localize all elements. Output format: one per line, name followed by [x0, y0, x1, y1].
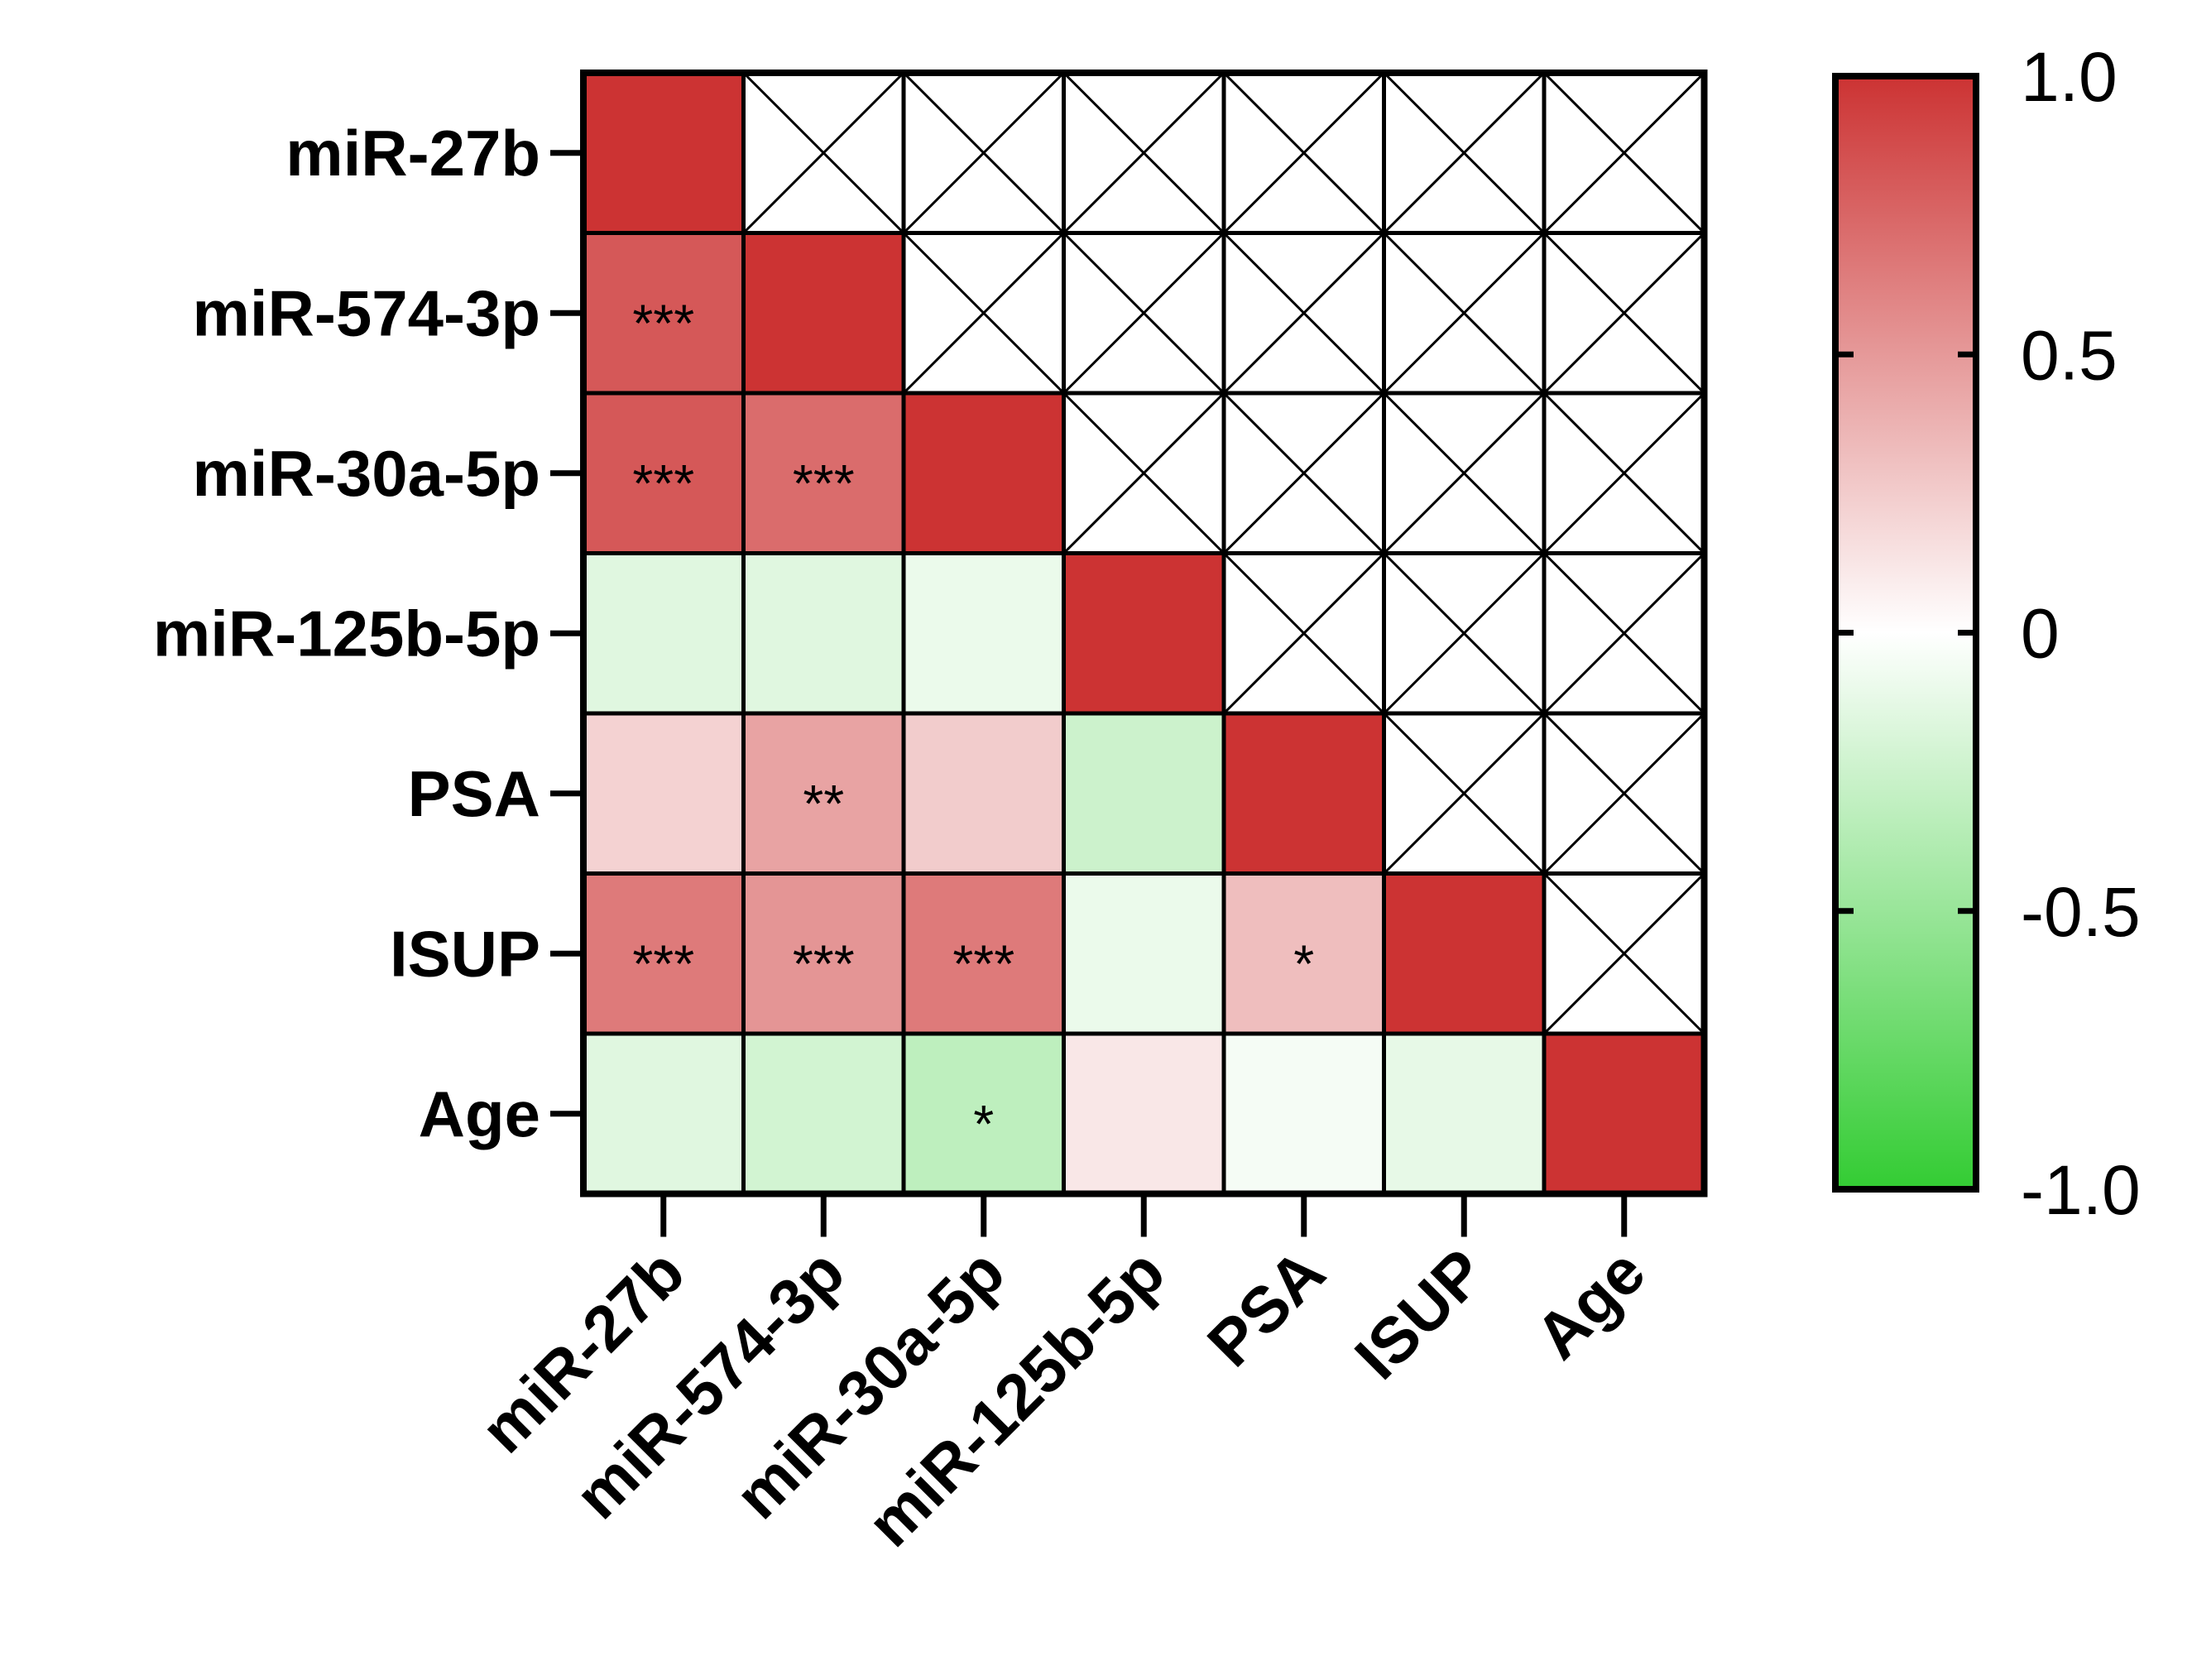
cell-mir-30a-5p-psa-cross-b	[1222, 391, 1385, 554]
cell-psa-mir-574-3p-significance: **	[803, 774, 844, 833]
col-label-psa: PSA	[1193, 1235, 1339, 1380]
cell-age-mir-30a-5p-significance: *	[973, 1094, 994, 1154]
cell-mir-27b-mir-125b-5p-cross-b	[1062, 71, 1226, 234]
cell-mir-574-3p-mir-27b	[583, 233, 744, 393]
cell-mir-574-3p-psa-cross-b	[1222, 232, 1385, 395]
cell-mir-30a-5p-isup-cross-b	[1383, 391, 1546, 554]
col-label-isup: ISUP	[1341, 1235, 1499, 1393]
cell-mir-30a-5p-mir-27b	[583, 393, 744, 554]
cell-mir-125b-5p-mir-574-3p	[743, 553, 904, 713]
cell-mir-27b-isup-cross-b	[1383, 71, 1546, 234]
cell-isup-mir-30a-5p	[904, 873, 1064, 1034]
scale-label-4: -1.0	[2021, 1151, 2141, 1229]
cell-isup-mir-30a-5p-significance: ***	[952, 934, 1014, 993]
cell-mir-30a-5p-age-cross-b	[1542, 391, 1705, 554]
cell-mir-27b-mir-574-3p-cross-b	[742, 71, 905, 234]
cell-age-mir-30a-5p	[904, 1034, 1064, 1194]
scale-label-2: 0	[2021, 595, 2060, 673]
cell-mir-125b-5p-mir-125b-5p	[1063, 553, 1224, 713]
cell-mir-574-3p-isup-cross-b	[1383, 232, 1546, 395]
cell-age-psa	[1224, 1034, 1384, 1194]
cell-mir-125b-5p-mir-27b	[583, 553, 744, 713]
cell-psa-mir-125b-5p	[1063, 713, 1224, 874]
cell-isup-psa	[1224, 873, 1384, 1034]
cell-isup-mir-27b	[583, 873, 744, 1034]
cell-psa-mir-27b	[583, 713, 744, 874]
cell-isup-mir-27b-significance: ***	[632, 934, 694, 993]
row-label-mir-30a-5p: miR-30a-5p	[193, 437, 540, 510]
cell-mir-27b-mir-30a-5p-cross-b	[902, 71, 1065, 234]
cell-mir-27b-age-cross-b	[1542, 71, 1705, 234]
scale-label-3: -0.5	[2021, 873, 2141, 951]
cell-age-mir-574-3p	[743, 1034, 904, 1194]
cell-mir-574-3p-mir-27b-significance: ***	[632, 293, 694, 353]
scale-label-0: 1.0	[2021, 38, 2118, 116]
cell-psa-isup-cross-b	[1383, 712, 1546, 875]
cell-age-isup	[1384, 1034, 1544, 1194]
cell-mir-30a-5p-mir-27b-significance: ***	[632, 454, 694, 513]
row-label-psa: PSA	[408, 757, 540, 830]
cell-mir-125b-5p-age-cross-b	[1542, 552, 1705, 715]
cell-mir-30a-5p-mir-574-3p-significance: ***	[793, 454, 855, 513]
cell-mir-574-3p-mir-125b-5p-cross-b	[1062, 232, 1226, 395]
cell-isup-mir-125b-5p	[1063, 873, 1224, 1034]
cell-mir-30a-5p-mir-30a-5p	[904, 393, 1064, 554]
cell-age-age	[1544, 1034, 1705, 1194]
cell-mir-574-3p-mir-30a-5p-cross-b	[902, 232, 1065, 395]
cell-mir-30a-5p-mir-574-3p	[743, 393, 904, 554]
scale-label-1: 0.5	[2021, 316, 2118, 394]
cell-mir-574-3p-age-cross-b	[1542, 232, 1705, 395]
cell-mir-27b-psa-cross-b	[1222, 71, 1385, 234]
cell-psa-mir-30a-5p	[904, 713, 1064, 874]
cell-isup-isup	[1384, 873, 1544, 1034]
row-label-isup: ISUP	[390, 917, 540, 990]
row-label-mir-27b: miR-27b	[285, 117, 540, 190]
cell-age-mir-125b-5p	[1063, 1034, 1224, 1194]
cell-mir-125b-5p-mir-30a-5p	[904, 553, 1064, 713]
cell-isup-mir-574-3p-significance: ***	[793, 934, 855, 993]
row-label-mir-574-3p: miR-574-3p	[193, 276, 540, 349]
color-scale-bar: 1.0 0.5 0 -0.5 -1.0	[1832, 38, 2141, 1229]
heatmap-cells: ****** ******** *** *** **	[583, 71, 1705, 1194]
cell-mir-125b-5p-psa-cross-b	[1222, 552, 1385, 715]
cell-psa-psa	[1224, 713, 1384, 874]
cell-isup-mir-574-3p	[743, 873, 904, 1034]
cell-isup-psa-significance: *	[1293, 934, 1314, 993]
cell-mir-125b-5p-isup-cross-b	[1383, 552, 1546, 715]
color-scale-gradient	[1832, 73, 1979, 1193]
col-label-age: Age	[1521, 1235, 1658, 1372]
row-label-mir-125b-5p: miR-125b-5p	[153, 597, 540, 670]
cell-age-mir-27b	[583, 1034, 744, 1194]
cell-psa-mir-574-3p	[743, 713, 904, 874]
cell-psa-age-cross-b	[1542, 712, 1705, 875]
cell-mir-574-3p-mir-574-3p	[743, 233, 904, 393]
cell-mir-30a-5p-mir-125b-5p-cross-b	[1062, 391, 1226, 554]
row-label-age: Age	[419, 1078, 540, 1150]
cell-isup-age-cross-b	[1542, 872, 1705, 1035]
cell-mir-27b-mir-27b	[583, 73, 744, 233]
